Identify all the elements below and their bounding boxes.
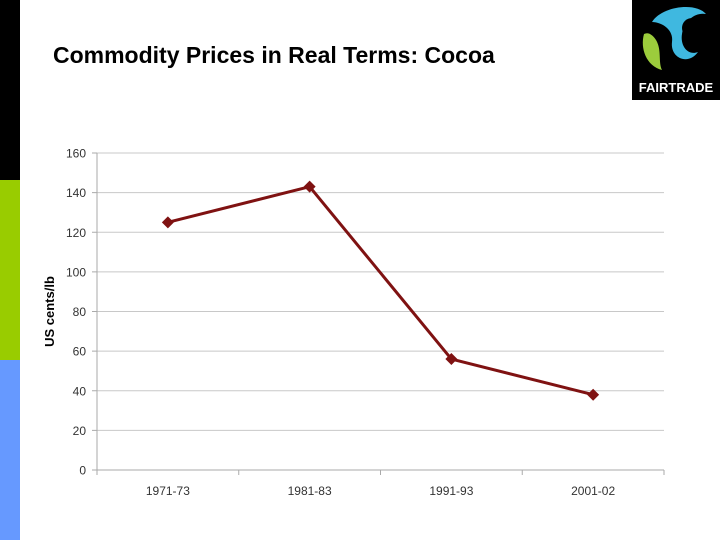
y-axis-label: US cents/lb <box>42 276 57 347</box>
series-layer <box>161 180 600 401</box>
y-tick-label: 140 <box>66 186 86 200</box>
sidebar-stripe-blue <box>0 360 20 540</box>
y-tick-labels: 0 20 40 60 80 100 120 140 160 <box>66 147 86 478</box>
data-point-marker <box>587 388 600 401</box>
sidebar-stripe-black <box>0 0 20 180</box>
x-tick-label: 1981-83 <box>288 484 332 498</box>
slide-title: Commodity Prices in Real Terms: Cocoa <box>53 42 495 68</box>
data-point-marker <box>161 216 174 229</box>
x-tick-labels: 1971-73 1981-83 1991-93 2001-02 <box>146 484 616 498</box>
sidebar-stripe-green <box>0 180 20 360</box>
y-tick-label: 100 <box>66 265 86 279</box>
y-tick-label: 60 <box>73 345 87 359</box>
fairtrade-mark-icon <box>642 7 706 70</box>
data-point-marker <box>445 353 458 366</box>
y-tick-label: 20 <box>73 424 87 438</box>
y-tick-label: 120 <box>66 226 86 240</box>
data-point-marker <box>303 180 316 193</box>
y-tick-label: 80 <box>73 305 87 319</box>
axes <box>92 152 665 475</box>
y-tick-label: 160 <box>66 147 86 161</box>
y-tick-label: 0 <box>79 464 86 478</box>
x-tick-label: 2001-02 <box>571 484 615 498</box>
y-tick-label: 40 <box>73 384 87 398</box>
fairtrade-logo-text: FAIRTRADE <box>638 80 714 95</box>
x-tick-label: 1991-93 <box>429 484 473 498</box>
x-tick-label: 1971-73 <box>146 484 190 498</box>
series-line <box>167 185 594 397</box>
gridlines <box>97 152 664 431</box>
fairtrade-logo: FAIRTRADE <box>632 0 720 100</box>
